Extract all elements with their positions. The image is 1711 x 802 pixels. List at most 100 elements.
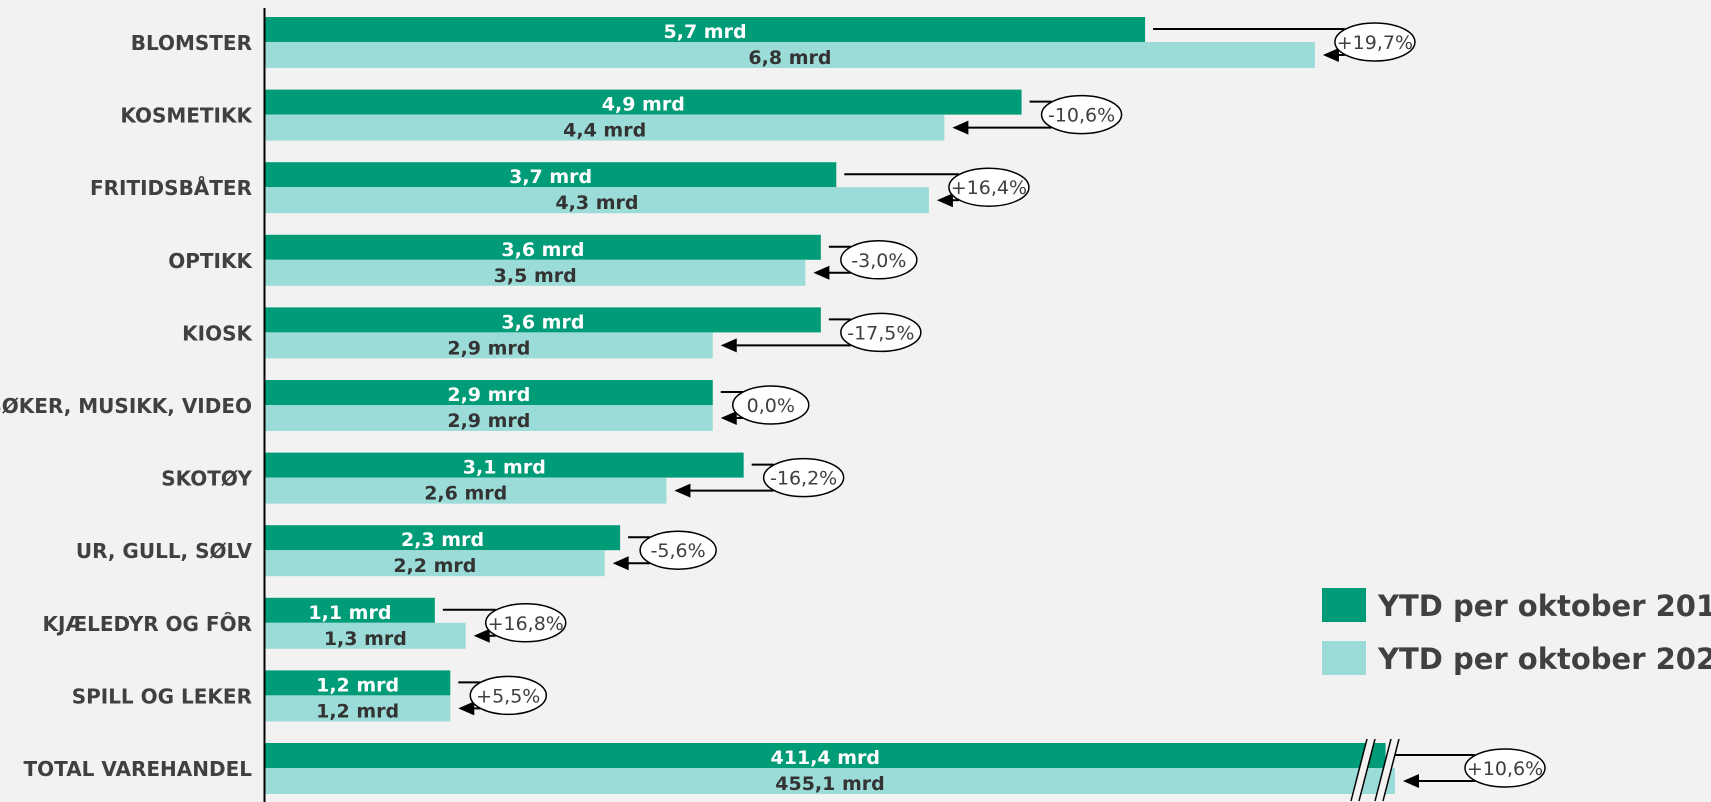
change-arrowhead: [952, 120, 969, 135]
bars-layer: [265, 17, 1395, 794]
change-badge: [948, 167, 1030, 207]
axis-break-mark: [1350, 738, 1368, 802]
category-label: KIOSK: [182, 321, 253, 345]
change-badge: [762, 457, 845, 498]
change-label: -5,6%: [651, 540, 706, 562]
change-arrowhead: [473, 628, 490, 643]
change-badge: [469, 675, 548, 716]
category-label: OPTIKK: [168, 249, 253, 273]
value-label-2019: 4,9 mrd: [602, 94, 685, 116]
axis-break-mark: [1374, 738, 1392, 802]
annotations-layer: +19,7% -10,6% +16,4% -3,0% -17,5% 0,0% -16,2% -…: [442, 22, 1546, 802]
legend-swatch: [1322, 641, 1366, 675]
value-label-2020: 2,6 mrd: [424, 483, 507, 505]
legend: YTD per oktober 2019 YTD per oktober 2020: [1322, 588, 1711, 676]
change-badge: [840, 312, 922, 353]
change-arrowhead: [674, 483, 691, 498]
axis-break-gap: [1375, 739, 1399, 801]
bar-2020: [265, 332, 713, 359]
category-label: UR, GULL, SØLV: [76, 539, 253, 563]
bar-2019: [265, 162, 837, 188]
change-label: -10,6%: [1048, 105, 1115, 127]
value-label-2020: 4,3 mrd: [555, 192, 638, 214]
axis-break-mark: [1358, 738, 1376, 802]
category-label: FRITIDSBÅTER: [90, 176, 252, 200]
value-label-2020: 4,4 mrd: [563, 120, 646, 142]
category-label: KOSMETIKK: [120, 104, 253, 128]
axis-break-mark: [1382, 738, 1400, 802]
value-label-2020: 2,2 mrd: [393, 555, 476, 577]
value-label-2019: 2,3 mrd: [401, 529, 484, 551]
bar-2019: [265, 380, 713, 405]
change-label: +5,5%: [476, 685, 540, 707]
category-label: BØKER, MUSIKK, VIDEO: [0, 394, 252, 418]
change-arrowhead: [720, 338, 737, 353]
change-label: +19,7%: [1337, 32, 1413, 54]
bar-2020: [265, 550, 605, 577]
change-label: 0,0%: [747, 395, 795, 417]
value-label-2019: 1,2 mrd: [316, 674, 399, 696]
value-label-2019: 1,1 mrd: [308, 602, 391, 624]
change-arrowhead: [720, 411, 737, 425]
change-badge: [639, 530, 717, 570]
value-label-2020: 455,1 mrd: [775, 773, 884, 795]
bar-2019: [265, 89, 1022, 115]
value-label-2019: 2,9 mrd: [447, 384, 530, 406]
change-badge: [1334, 22, 1416, 62]
bar-2019: [265, 525, 621, 551]
change-badge: [840, 240, 918, 280]
change-label: -16,2%: [770, 468, 837, 490]
change-label: +16,4%: [951, 177, 1027, 199]
bar-2019: [265, 17, 1146, 42]
legend-label: YTD per oktober 2020: [1377, 642, 1711, 676]
bar-2020: [265, 259, 806, 286]
change-arrowhead: [1403, 774, 1419, 788]
bar-2020: [265, 695, 451, 722]
change-label: -17,5%: [847, 322, 914, 344]
legend-swatch: [1322, 588, 1366, 622]
value-label-2019: 3,6 mrd: [501, 311, 584, 333]
value-label-2019: 3,6 mrd: [501, 239, 584, 261]
category-label: BLOMSTER: [131, 31, 252, 55]
change-badge: [484, 603, 567, 643]
bar-2020: [265, 622, 466, 649]
value-label-2019: 3,1 mrd: [463, 457, 546, 479]
change-label: -3,0%: [851, 250, 906, 272]
category-label: SPILL OG LEKER: [72, 684, 252, 708]
bar-2019: [265, 234, 821, 260]
bar-2019: [265, 743, 1386, 768]
change-badge: [1040, 94, 1123, 135]
change-badge: [1464, 748, 1546, 788]
change-arrowhead: [813, 265, 830, 280]
bar-2019: [265, 307, 821, 333]
change-badge: [732, 385, 810, 425]
change-arrowhead: [612, 556, 629, 571]
value-label-2019: 5,7 mrd: [664, 21, 747, 43]
change-arrowhead: [936, 193, 953, 208]
category-label: KJÆLEDYR OG FÔR: [43, 612, 252, 636]
bar-2020: [265, 114, 945, 141]
legend-label: YTD per oktober 2019: [1377, 589, 1711, 623]
change-arrowhead: [458, 701, 475, 716]
change-label: +16,8%: [488, 613, 564, 635]
bar-2020: [265, 42, 1315, 68]
axis-break-gap: [1351, 739, 1375, 801]
value-label-2020: 3,5 mrd: [494, 265, 577, 287]
bar-2020: [265, 477, 667, 504]
bar-2020: [265, 768, 1395, 794]
bar-2020: [265, 187, 929, 214]
value-label-2020: 2,9 mrd: [447, 337, 530, 359]
value-label-2020: 1,2 mrd: [316, 700, 399, 722]
change-label: +10,6%: [1467, 758, 1543, 780]
value-label-2020: 2,9 mrd: [447, 410, 530, 432]
bar-2019: [265, 670, 451, 696]
value-label-2019: 411,4 mrd: [771, 747, 880, 769]
bar-2019: [265, 452, 744, 478]
change-arrowhead: [1322, 48, 1339, 62]
value-label-2020: 1,3 mrd: [324, 628, 407, 650]
bar-2019: [265, 597, 435, 623]
category-label: TOTAL VAREHANDEL: [23, 757, 252, 781]
bar-2020: [265, 405, 713, 431]
